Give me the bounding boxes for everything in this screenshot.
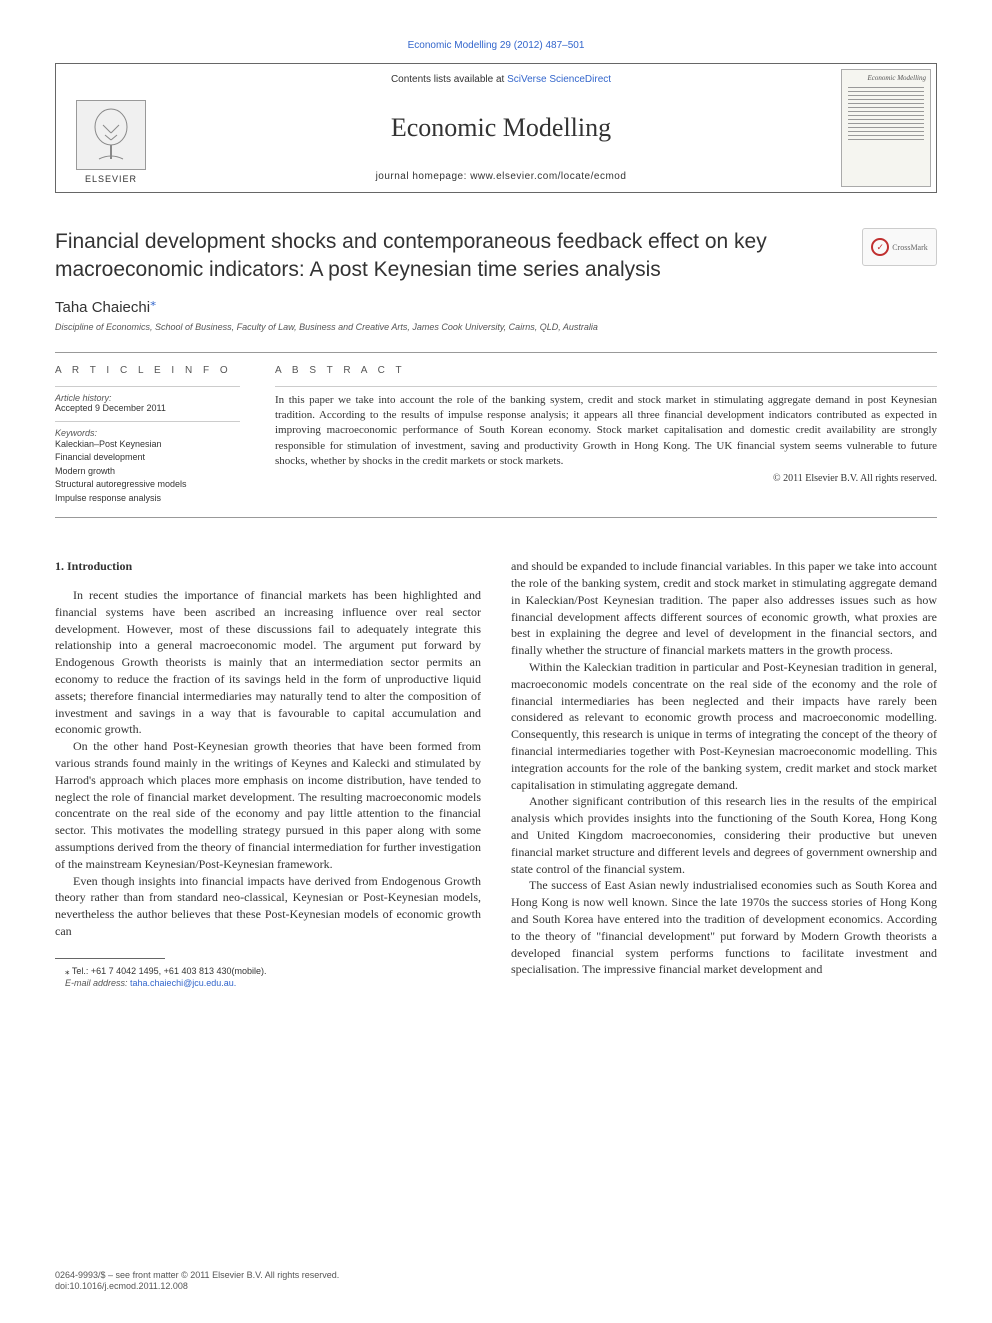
header-center: Contents lists available at SciVerse Sci… <box>166 64 836 192</box>
email-link[interactable]: taha.chaiechi@jcu.edu.au. <box>130 978 236 988</box>
keyword-item: Financial development <box>55 451 240 465</box>
keyword-item: Kaleckian–Post Keynesian <box>55 438 240 452</box>
journal-title: Economic Modelling <box>391 113 611 143</box>
keyword-item: Modern growth <box>55 465 240 479</box>
cover-lines <box>846 82 926 145</box>
left-column: 1. Introduction In recent studies the im… <box>55 558 481 990</box>
info-abstract-block: A R T I C L E I N F O Article history: A… <box>55 352 937 519</box>
corresponding-footnote: ⁎ Tel.: +61 7 4042 1495, +61 403 813 430… <box>55 965 481 978</box>
author-text: Taha Chaiechi <box>55 299 150 316</box>
abstract-column: A B S T R A C T In this paper we take in… <box>255 353 937 518</box>
body-paragraph: Within the Kaleckian tradition in partic… <box>511 659 937 793</box>
sciencedirect-link[interactable]: SciVerse ScienceDirect <box>507 74 611 85</box>
journal-header: ELSEVIER Contents lists available at Sci… <box>55 63 937 193</box>
history-label: Article history: <box>55 393 240 403</box>
keywords-list: Kaleckian–Post Keynesian Financial devel… <box>55 438 240 506</box>
author-affiliation: Discipline of Economics, School of Busin… <box>55 322 937 332</box>
footer-copyright: 0264-9993/$ – see front matter © 2011 El… <box>55 1270 339 1282</box>
body-paragraph: In recent studies the importance of fina… <box>55 587 481 738</box>
tel-value: +61 7 4042 1495, +61 403 813 430(mobile)… <box>91 966 267 976</box>
abstract-copyright: © 2011 Elsevier B.V. All rights reserved… <box>275 472 937 486</box>
elsevier-tree-icon <box>76 100 146 170</box>
abstract-body: In this paper we take into account the r… <box>275 394 937 468</box>
article-title-row: Financial development shocks and contemp… <box>55 228 937 285</box>
article-info-column: A R T I C L E I N F O Article history: A… <box>55 353 255 518</box>
journal-cover-thumbnail[interactable]: Economic Modelling <box>841 69 931 187</box>
article-info-heading: A R T I C L E I N F O <box>55 365 240 376</box>
page-footer: 0264-9993/$ – see front matter © 2011 El… <box>55 1270 339 1293</box>
article-history-section: Article history: Accepted 9 December 201… <box>55 386 240 413</box>
abstract-heading: A B S T R A C T <box>275 365 937 376</box>
publisher-name: ELSEVIER <box>85 174 137 184</box>
keyword-item: Structural autoregressive models <box>55 478 240 492</box>
cover-title: Economic Modelling <box>846 74 926 82</box>
author-name: Taha Chaiechi⁎ <box>55 295 937 316</box>
body-columns: 1. Introduction In recent studies the im… <box>55 558 937 990</box>
crossmark-badge[interactable]: ✓ CrossMark <box>862 228 937 266</box>
body-paragraph: Another significant contribution of this… <box>511 793 937 877</box>
keyword-item: Impulse response analysis <box>55 492 240 506</box>
homepage-prefix: journal homepage: <box>376 171 471 182</box>
right-column: and should be expanded to include financ… <box>511 558 937 990</box>
section-heading: 1. Introduction <box>55 558 481 575</box>
body-paragraph: On the other hand Post-Keynesian growth … <box>55 738 481 872</box>
keywords-section: Keywords: Kaleckian–Post Keynesian Finan… <box>55 421 240 506</box>
article-title: Financial development shocks and contemp… <box>55 228 862 285</box>
journal-homepage: journal homepage: www.elsevier.com/locat… <box>376 171 627 182</box>
email-footnote: E-mail address: taha.chaiechi@jcu.edu.au… <box>55 977 481 990</box>
homepage-url[interactable]: www.elsevier.com/locate/ecmod <box>470 171 626 182</box>
email-label: E-mail address: <box>65 978 130 988</box>
keywords-label: Keywords: <box>55 428 240 438</box>
tel-label: ⁎ Tel.: <box>65 966 91 976</box>
publisher-logo[interactable]: ELSEVIER <box>56 64 166 192</box>
contents-prefix: Contents lists available at <box>391 74 507 85</box>
corresponding-author-mark[interactable]: ⁎ <box>150 295 156 309</box>
abstract-text: In this paper we take into account the r… <box>275 386 937 486</box>
body-paragraph: and should be expanded to include financ… <box>511 558 937 659</box>
body-paragraph: The success of East Asian newly industri… <box>511 877 937 978</box>
crossmark-icon: ✓ <box>871 238 889 256</box>
body-paragraph: Even though insights into financial impa… <box>55 873 481 940</box>
footnote-separator <box>55 958 165 959</box>
crossmark-label: CrossMark <box>892 243 928 252</box>
history-value: Accepted 9 December 2011 <box>55 403 240 413</box>
contents-lists-line: Contents lists available at SciVerse Sci… <box>391 74 611 85</box>
footer-doi: doi:10.1016/j.ecmod.2011.12.008 <box>55 1281 339 1293</box>
top-citation[interactable]: Economic Modelling 29 (2012) 487–501 <box>55 40 937 51</box>
